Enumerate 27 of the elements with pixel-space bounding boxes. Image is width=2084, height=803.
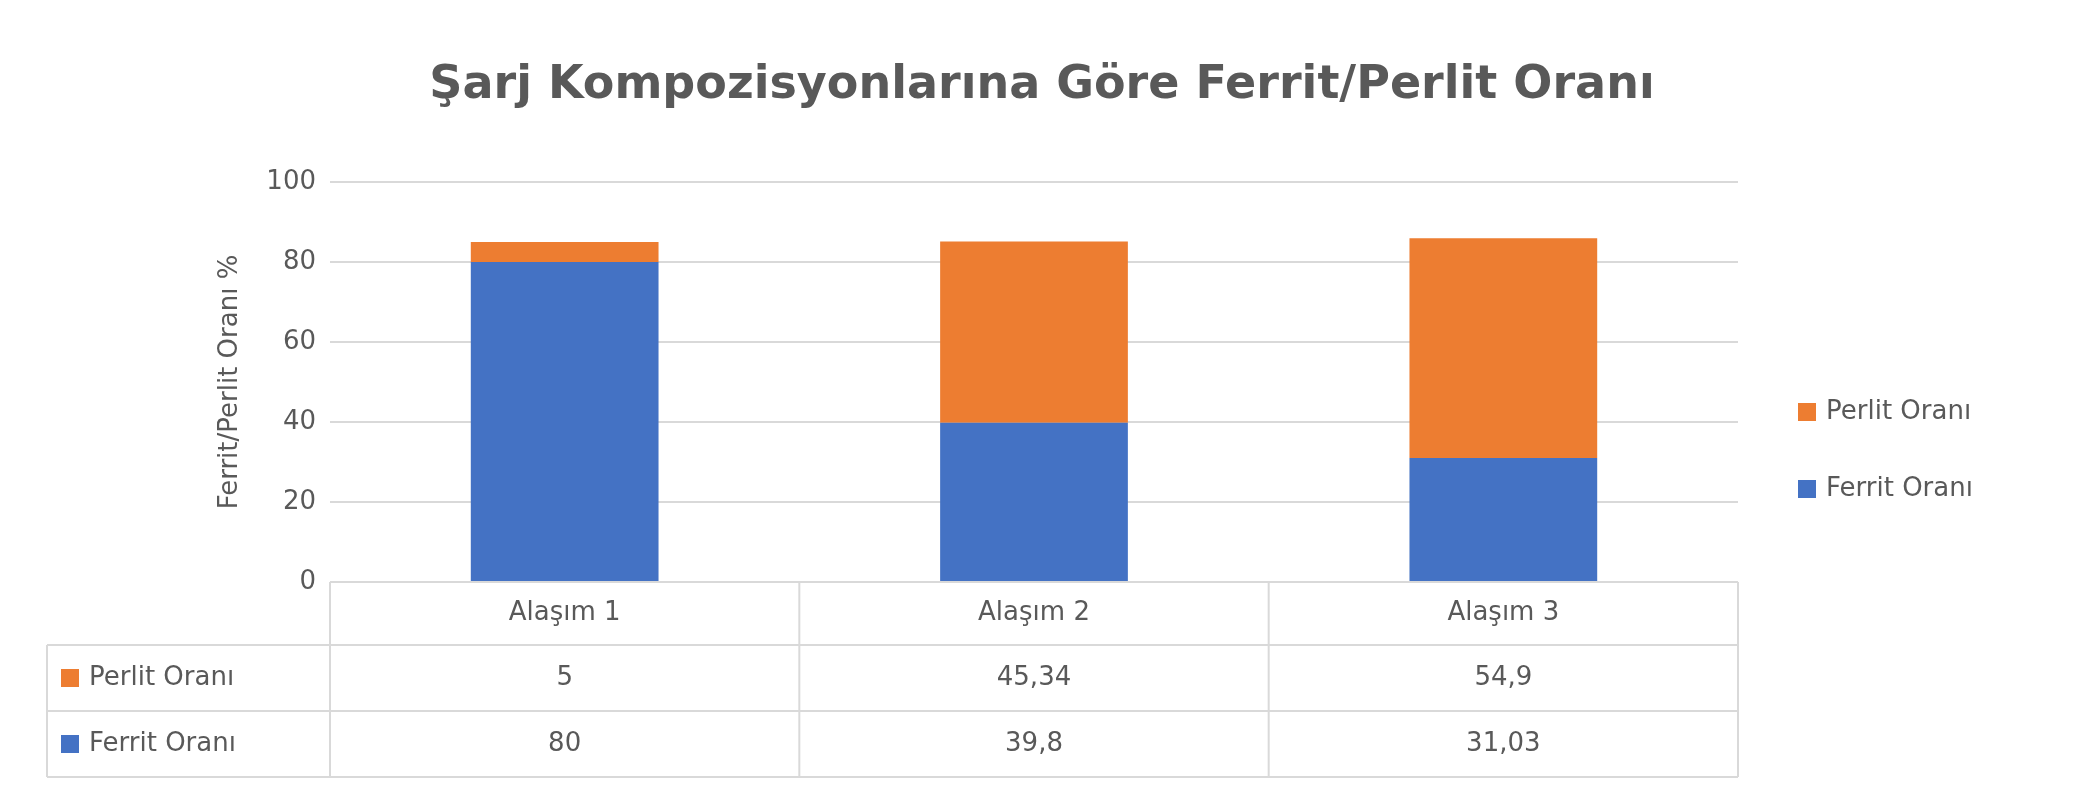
data-label: 31,03: [1466, 726, 1541, 757]
y-axis-title: Ferrit/Perlit Oranı %: [212, 254, 243, 510]
y-tick-label: 0: [299, 564, 316, 595]
data-label: 5: [556, 660, 573, 691]
y-tick-label: 40: [282, 404, 316, 435]
x-tick-label: Alaşım 3: [1447, 596, 1560, 627]
y-tick-label: 20: [282, 484, 316, 515]
data-label: 80: [548, 726, 582, 757]
bar: [470, 242, 659, 262]
data-label: 54,9: [1474, 660, 1533, 691]
text: Perlit Oranı: [89, 660, 235, 691]
chart-title: Şarj Kompozisyonlarına Göre Ferrit/Perlit Oranı: [429, 54, 1655, 109]
legend-label: Perlit Oranı: [1826, 394, 1972, 425]
bar: [470, 262, 659, 581]
x-tick-label: Alaşım 2: [978, 596, 1090, 627]
bar: [940, 241, 1128, 423]
y-tick-label: 80: [282, 244, 316, 275]
data-label: 39,8: [1005, 726, 1063, 757]
x-tick-label: Alaşım 1: [508, 596, 621, 627]
data-label: 45,34: [996, 660, 1072, 691]
text: Ferrit Oranı: [89, 726, 236, 757]
bar: [1409, 238, 1598, 458]
legend-label: Ferrit Oranı: [1826, 471, 1973, 502]
y-tick-label: 60: [282, 324, 316, 355]
bar: [1409, 457, 1598, 581]
bar: [940, 422, 1128, 581]
y-tick-label: 100: [266, 164, 316, 195]
